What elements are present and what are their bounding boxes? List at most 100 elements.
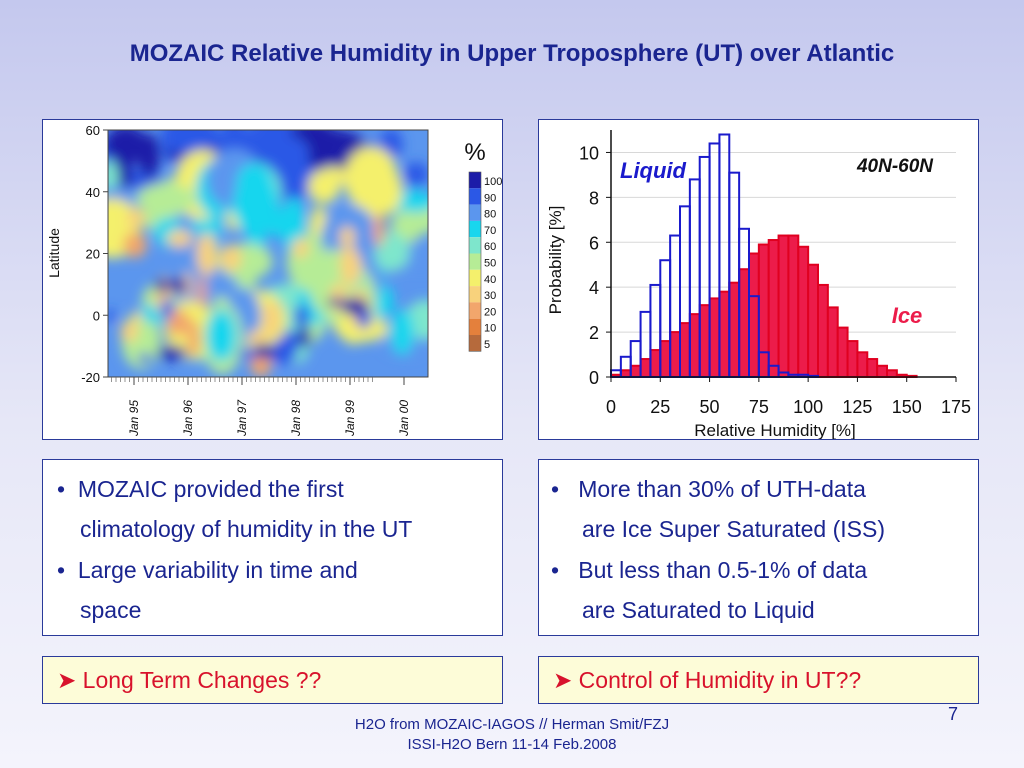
- arrow-bullet-icon: ➤: [553, 667, 573, 693]
- ice-bar: [797, 245, 810, 378]
- contour-region: [196, 233, 217, 276]
- contour-region: [220, 244, 242, 272]
- contour-region: [123, 232, 147, 258]
- x-tick-label: Jan 96: [181, 400, 195, 437]
- colorbar-label: 100: [484, 176, 502, 188]
- colorbar-swatch: [469, 220, 481, 238]
- ice-bar: [639, 358, 652, 378]
- contour-region: [298, 326, 311, 349]
- contour-region: [170, 130, 195, 155]
- y-tick-label: 60: [86, 123, 100, 138]
- humidity-heatmap: 60 40 20 0 -20 Jan 95 Jan 96 Jan 97 Jan 98 Jan 9…: [46, 123, 502, 437]
- contour-region: [403, 162, 428, 187]
- x-tick-label: 0: [606, 397, 616, 417]
- y-tick-label: 0: [589, 368, 599, 388]
- colorbar-label: 80: [484, 209, 496, 221]
- contour-region: [368, 166, 403, 215]
- ice-bar: [629, 364, 642, 378]
- ice-bar: [718, 290, 731, 378]
- colorbar-label: 70: [484, 225, 496, 237]
- contour-region: [282, 329, 299, 354]
- colorbar-title: %: [464, 139, 485, 166]
- contour-region: [138, 353, 152, 364]
- ice-bar: [748, 252, 760, 378]
- right-bullet-box: • More than 30% of UTH-data are Ice Supe…: [538, 459, 979, 636]
- question-text: Control of Humidity in UT??: [578, 667, 862, 693]
- contour-region: [136, 183, 195, 216]
- x-tick-label: Jan 00: [397, 400, 411, 437]
- y-tick-label: 10: [579, 143, 599, 163]
- contour-region: [137, 132, 161, 178]
- ice-bar: [669, 331, 681, 379]
- ice-bar: [619, 369, 632, 379]
- bullet-item: • Large variability in time and: [57, 557, 358, 583]
- colorbar-swatch: [469, 253, 481, 270]
- contour-region: [155, 278, 168, 294]
- ice-bar: [659, 340, 672, 378]
- contour-region: [247, 330, 269, 345]
- colorbar-swatch: [469, 335, 481, 352]
- ice-bar: [817, 283, 829, 379]
- page-number: 7: [948, 704, 959, 724]
- contour-region: [126, 207, 145, 230]
- x-tick-label: 25: [650, 397, 670, 417]
- colorbar-label: 20: [484, 306, 496, 318]
- legend-ice: Ice: [892, 303, 923, 328]
- x-tick-label: 100: [793, 397, 823, 417]
- bullet-item-continuation: climatology of humidity in the UT: [80, 516, 413, 542]
- x-tick-label: 125: [842, 397, 872, 417]
- contour-region: [292, 237, 309, 259]
- humidity-map-panel: 60 40 20 0 -20 Jan 95 Jan 96 Jan 97 Jan 98 Jan 9…: [42, 119, 503, 440]
- colorbar-label: 30: [484, 290, 496, 302]
- contour-region: [161, 297, 174, 320]
- ice-bar: [886, 369, 898, 379]
- colorbar-label: 90: [484, 192, 496, 204]
- question-box-long-term: ➤ Long Term Changes ??: [42, 656, 503, 704]
- contour-region: [108, 145, 143, 159]
- latitude-band-annotation: 40N-60N: [856, 156, 934, 177]
- contour-region: [206, 309, 237, 362]
- bullet-item-continuation: are Saturated to Liquid: [582, 597, 815, 623]
- ice-bar: [738, 268, 750, 378]
- x-tick-label: Jan 95: [127, 400, 141, 437]
- ice-bar: [787, 234, 800, 378]
- ice-bar: [876, 364, 888, 378]
- contour-region: [167, 278, 188, 293]
- colorbar-swatch: [469, 172, 481, 189]
- y-tick-label: -20: [81, 370, 100, 385]
- colorbar-label: 60: [484, 241, 496, 253]
- ice-bar: [688, 313, 701, 378]
- contour-region: [335, 315, 389, 343]
- contour-region: [294, 304, 310, 328]
- x-tick-label: Jan 98: [289, 400, 303, 437]
- x-tick-label: 150: [892, 397, 922, 417]
- contour-region: [197, 276, 207, 309]
- colorbar-label: 50: [484, 258, 496, 270]
- colorbar-frame: [468, 171, 482, 352]
- ice-bar: [728, 281, 741, 378]
- x-tick-label: 75: [749, 397, 769, 417]
- y-tick-label: 6: [589, 233, 599, 253]
- contour-region: [238, 348, 258, 359]
- colorbar-swatch: [469, 204, 481, 221]
- ice-bar: [649, 349, 662, 379]
- footer-line-2: ISSI-H2O Bern 11-14 Feb.2008: [407, 736, 617, 753]
- hist-x-label: Relative Humidity [%]: [694, 421, 856, 439]
- colorbar-swatch: [469, 237, 481, 254]
- colorbar-swatch: [469, 318, 481, 335]
- ice-bar: [757, 243, 770, 378]
- x-tick-label: Jan 99: [343, 400, 357, 437]
- contour-region: [390, 309, 415, 356]
- ice-bar: [679, 322, 691, 378]
- contour-region: [255, 342, 270, 357]
- question-box-control: ➤ Control of Humidity in UT??: [538, 656, 979, 704]
- y-tick-label: 40: [86, 185, 100, 200]
- contour-region: [221, 130, 246, 156]
- ice-bar: [698, 304, 711, 379]
- contour-region: [305, 130, 360, 153]
- ice-bar: [708, 297, 721, 378]
- y-tick-label: 4: [589, 278, 599, 298]
- ice-bar: [866, 358, 879, 378]
- y-tick-label: 8: [589, 188, 599, 208]
